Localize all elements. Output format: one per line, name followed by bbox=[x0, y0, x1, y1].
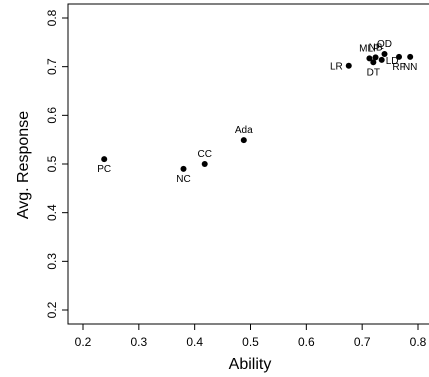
y-tick-label: 0.8 bbox=[45, 9, 59, 26]
point-label: LD bbox=[386, 56, 399, 67]
point-label: DT bbox=[367, 67, 380, 78]
y-tick-label: 0.7 bbox=[45, 58, 59, 75]
y-tick-label: 0.2 bbox=[45, 301, 59, 318]
point-label: NN bbox=[403, 62, 417, 73]
point-label: QD bbox=[377, 39, 392, 50]
point-label: CC bbox=[197, 149, 211, 160]
data-point bbox=[381, 51, 388, 58]
x-tick-label: 0.6 bbox=[298, 335, 315, 349]
point-label: LR bbox=[330, 62, 343, 73]
data-point bbox=[407, 53, 414, 60]
data-point bbox=[101, 156, 108, 163]
data-point bbox=[396, 53, 403, 60]
point-label: MLP bbox=[359, 43, 380, 54]
data-points bbox=[101, 51, 414, 172]
y-axis: 0.2 0.3 0.4 0.5 0.6 0.7 0.8 bbox=[45, 9, 69, 318]
x-axis-title: Ability bbox=[229, 356, 272, 373]
data-point bbox=[345, 62, 352, 69]
x-tick-label: 0.5 bbox=[242, 335, 259, 349]
data-point bbox=[372, 54, 379, 61]
point-label: RF bbox=[392, 62, 405, 73]
x-tick-label: 0.3 bbox=[130, 335, 147, 349]
y-tick-label: 0.4 bbox=[45, 204, 59, 221]
data-point bbox=[370, 59, 377, 66]
data-point bbox=[201, 161, 208, 167]
point-label: PC bbox=[97, 164, 111, 175]
point-label: Ada bbox=[235, 125, 253, 136]
y-axis-title: Avg. Response bbox=[15, 111, 32, 219]
data-point bbox=[378, 56, 385, 63]
y-tick-label: 0.5 bbox=[45, 155, 59, 172]
data-point bbox=[180, 165, 187, 172]
x-tick-label: 0.7 bbox=[354, 335, 371, 349]
x-tick-label: 0.4 bbox=[186, 335, 203, 349]
x-tick-label: 0.2 bbox=[75, 335, 92, 349]
point-label: NB bbox=[369, 42, 383, 53]
data-point bbox=[240, 137, 247, 144]
data-point bbox=[366, 55, 373, 62]
point-label: NC bbox=[176, 174, 190, 185]
x-tick-label: 0.8 bbox=[410, 335, 427, 349]
x-axis: 0.2 0.3 0.4 0.5 0.6 0.7 0.8 bbox=[75, 323, 427, 349]
y-tick-label: 0.3 bbox=[45, 253, 59, 270]
y-tick-label: 0.6 bbox=[45, 107, 59, 124]
